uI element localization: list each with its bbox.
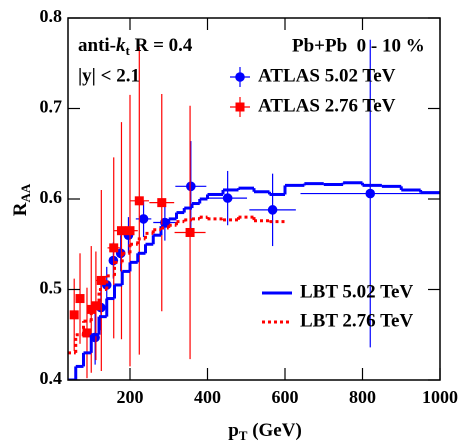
jet-prefix: anti-	[78, 35, 116, 56]
y-tick-label: 0.4	[40, 368, 63, 388]
x-axis-label: pT (GeV)	[228, 420, 302, 443]
plot-area	[68, 39, 440, 380]
x-label-unit: (GeV)	[247, 420, 301, 441]
jet-k: k	[116, 35, 126, 56]
marker	[134, 196, 144, 206]
y-tick-label: 0.7	[40, 97, 63, 117]
system-annotation: Pb+Pb 0 - 10 %	[292, 35, 425, 56]
marker	[365, 188, 376, 199]
marker	[86, 304, 96, 314]
jet-sub: t	[126, 43, 131, 58]
x-tick-label: 600	[272, 387, 299, 407]
x-tick-label: 400	[194, 387, 221, 407]
marker	[138, 214, 149, 224]
marker	[235, 72, 245, 82]
x-label-main: p	[228, 420, 239, 441]
legend-label: ATLAS 5.02 TeV	[258, 65, 396, 86]
marker	[96, 275, 106, 285]
x-label-sub: T	[239, 428, 248, 443]
marker	[157, 198, 167, 208]
y-tick-label: 0.5	[40, 278, 63, 298]
marker	[82, 328, 92, 338]
x-tick-label: 200	[117, 387, 144, 407]
marker	[91, 301, 101, 311]
marker	[116, 226, 126, 236]
y-tick-label: 0.8	[40, 6, 63, 26]
y-label-main: R	[10, 202, 31, 216]
marker	[125, 226, 135, 236]
axes: 200 400 600 800 1000 0.4 0.5 0.6 0.7 0.8	[40, 6, 459, 407]
rapidity-annotation: |y| < 2.1	[78, 65, 140, 86]
jet-radius: R = 0.4	[130, 35, 193, 56]
marker	[186, 181, 196, 192]
marker	[222, 193, 233, 203]
marker	[185, 227, 195, 237]
marker	[109, 243, 119, 253]
y-label-sub: AA	[18, 183, 33, 202]
y-tick-label: 0.6	[40, 187, 63, 207]
x-tick-label: 1000	[422, 387, 458, 407]
x-tick-label: 800	[349, 387, 376, 407]
legend-label: ATLAS 2.76 TeV	[258, 95, 396, 116]
jet-annotation: anti-kt R = 0.4	[78, 35, 193, 58]
marker	[267, 205, 278, 215]
legend-label: LBT 5.02 TeV	[300, 281, 413, 302]
legend: ATLAS 5.02 TeV ATLAS 2.76 TeV LBT 5.02 TeV…	[230, 65, 413, 331]
legend-label: LBT 2.76 TeV	[300, 310, 413, 331]
marker	[235, 102, 245, 112]
marker	[69, 310, 79, 320]
y-axis-label: RAA	[10, 183, 33, 216]
marker	[75, 294, 85, 304]
